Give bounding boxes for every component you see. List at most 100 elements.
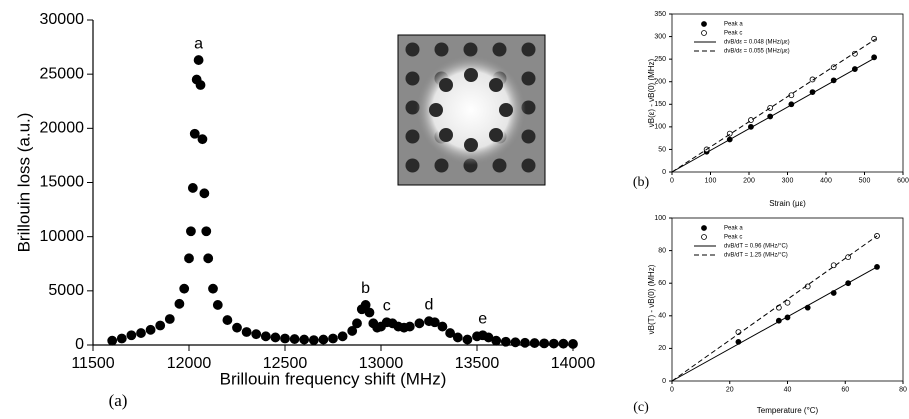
peak-annotation: d xyxy=(425,296,434,313)
x-tick-label: 80 xyxy=(899,386,907,393)
data-point xyxy=(201,226,212,237)
chart-panel: 0 20 40 60 80 0 20 40 60 80 100 Temperature (°C) νB(… xyxy=(633,215,907,415)
y-tick-label: 20000 xyxy=(40,120,85,137)
data-point xyxy=(174,298,185,309)
y-tick-label: 350 xyxy=(654,11,666,18)
data-point xyxy=(352,318,362,329)
data-point xyxy=(184,253,194,264)
x-tick-label: 0 xyxy=(670,386,674,393)
data-point xyxy=(404,321,415,332)
data-point xyxy=(187,183,198,193)
data-point xyxy=(241,327,252,337)
data-point xyxy=(437,321,448,332)
data-point xyxy=(289,334,300,344)
chart-panel: 11500 12000 12500 13000 13500 14000 0 5000 10000… xyxy=(14,11,595,410)
y-tick-label: 60 xyxy=(658,280,666,287)
peak-annotation: c xyxy=(383,297,391,314)
x-tick-label: 20 xyxy=(726,386,734,393)
data-point xyxy=(195,80,206,90)
data-point xyxy=(851,50,858,57)
data-point xyxy=(500,336,511,347)
x-tick-label: 13500 xyxy=(455,355,500,372)
data-point xyxy=(186,226,196,237)
inset-image xyxy=(397,34,546,186)
data-point xyxy=(232,322,242,333)
data-point xyxy=(308,335,319,346)
data-point xyxy=(510,337,521,348)
x-tick-label: 0 xyxy=(670,177,674,184)
legend-label: dνB/dε = 0.048 (MHz/με) xyxy=(724,40,790,46)
y-tick-label: 20 xyxy=(658,345,666,352)
legend-label: Peak a xyxy=(724,22,743,28)
data-point xyxy=(337,331,348,342)
x-tick-label: 100 xyxy=(705,177,717,184)
y-axis-label: νB(ε) - νB(0) (MHz) xyxy=(647,58,656,127)
y-tick-label: 50 xyxy=(658,146,666,153)
data-point xyxy=(164,314,175,324)
y-tick-label: 80 xyxy=(658,247,666,254)
data-point xyxy=(197,134,208,145)
data-point xyxy=(462,334,473,345)
data-point xyxy=(784,299,791,306)
y-tick-label: 40 xyxy=(658,313,666,320)
y-tick-label: 100 xyxy=(654,124,666,131)
peak-annotation: e xyxy=(478,310,487,327)
data-point xyxy=(347,326,358,336)
data-point xyxy=(871,35,878,42)
data-point xyxy=(208,283,218,294)
data-point xyxy=(558,338,569,349)
y-tick-label: 5000 xyxy=(48,282,84,299)
y-tick-label: 150 xyxy=(654,101,666,108)
y-tick-label: 25000 xyxy=(40,65,85,82)
y-tick-label: 30000 xyxy=(40,11,85,28)
data-point xyxy=(520,337,530,348)
y-axis-label: Brillouin loss (a.u.) xyxy=(14,113,33,253)
legend-label: Peak a xyxy=(724,226,743,232)
legend-marker xyxy=(701,225,707,231)
x-tick-label: 300 xyxy=(782,177,794,184)
fit-line xyxy=(671,56,877,173)
fit-line xyxy=(671,266,878,382)
panel-label: (c) xyxy=(633,400,649,415)
data-point xyxy=(189,128,200,139)
data-point xyxy=(360,300,371,310)
fit-line xyxy=(671,235,878,382)
legend-marker xyxy=(701,21,707,27)
data-point xyxy=(270,332,281,343)
data-point xyxy=(260,331,271,342)
panel-label: (a) xyxy=(109,391,128,410)
data-point xyxy=(445,328,456,338)
legend-label: dνB/dT = 1.25 (MHz/°C) xyxy=(724,253,788,259)
data-point xyxy=(126,330,137,341)
data-point xyxy=(328,333,338,344)
data-point xyxy=(299,334,310,345)
fit-line xyxy=(671,38,877,173)
x-tick-label: 13000 xyxy=(359,355,404,372)
data-point xyxy=(179,283,190,294)
data-point xyxy=(107,335,118,346)
data-point xyxy=(199,188,210,199)
data-point xyxy=(212,300,223,310)
data-point xyxy=(222,315,233,325)
data-point xyxy=(539,338,550,349)
x-tick-label: 14000 xyxy=(551,355,596,372)
panel-label: (b) xyxy=(633,175,650,190)
y-tick-label: 200 xyxy=(654,79,666,86)
x-tick-label: 60 xyxy=(841,386,849,393)
data-point xyxy=(429,317,440,328)
data-point xyxy=(548,338,559,349)
data-point xyxy=(491,335,502,346)
x-axis-label: Strain (με) xyxy=(769,199,806,208)
legend-marker xyxy=(701,234,707,240)
legend-label: Peak c xyxy=(724,31,742,37)
peak-annotation: a xyxy=(194,35,203,52)
x-tick-label: 11500 xyxy=(71,355,114,372)
y-axis-label: νB(T) - νB(0) (MHz) xyxy=(647,264,656,334)
data-point xyxy=(155,320,166,331)
x-tick-label: 12000 xyxy=(167,355,212,372)
y-tick-label: 0 xyxy=(662,378,666,385)
y-tick-label: 100 xyxy=(654,215,666,222)
data-point xyxy=(568,339,578,349)
x-axis-label: Temperature (°C) xyxy=(757,406,819,415)
x-tick-label: 12500 xyxy=(263,355,308,372)
